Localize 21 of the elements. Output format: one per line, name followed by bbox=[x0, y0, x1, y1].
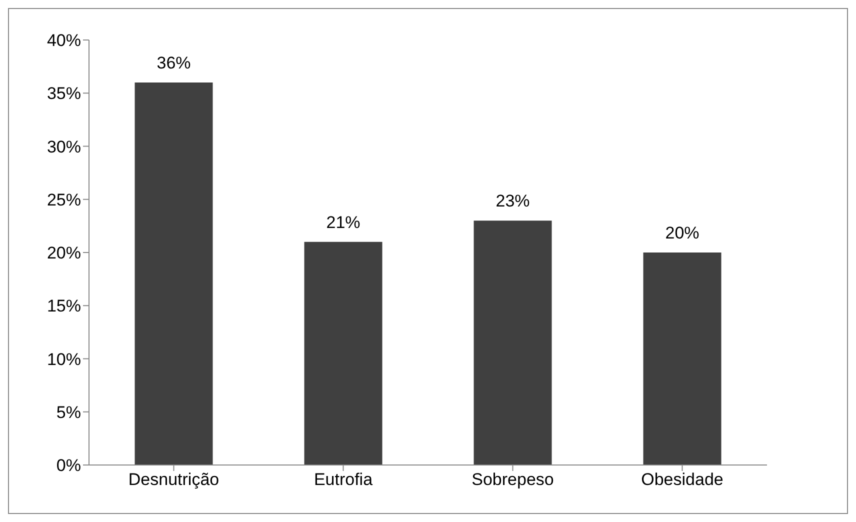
y-tick-label: 0% bbox=[56, 456, 81, 476]
data-label: 36% bbox=[156, 54, 191, 72]
x-tick-label: Desnutrição bbox=[128, 470, 220, 490]
data-label: 23% bbox=[496, 192, 530, 211]
y-tick-label: 5% bbox=[56, 402, 81, 422]
y-tick-label: 25% bbox=[46, 190, 81, 210]
bar bbox=[474, 220, 552, 465]
x-tick-label: Obesidade bbox=[641, 470, 724, 490]
x-tick-label: Eutrofia bbox=[314, 470, 374, 490]
x-tick-label: Sobrepeso bbox=[472, 470, 554, 490]
y-tick-label: 15% bbox=[46, 296, 81, 316]
y-tick-label: 20% bbox=[46, 244, 81, 263]
y-tick-label: 35% bbox=[46, 84, 81, 104]
data-label: 21% bbox=[326, 212, 360, 232]
y-tick-label: 40% bbox=[46, 31, 81, 50]
data-label: 20% bbox=[665, 224, 700, 242]
bar bbox=[134, 82, 213, 465]
y-tick-label: 10% bbox=[46, 350, 81, 369]
bar bbox=[304, 242, 382, 465]
y-tick-label: 30% bbox=[46, 137, 81, 156]
bar bbox=[643, 252, 722, 465]
